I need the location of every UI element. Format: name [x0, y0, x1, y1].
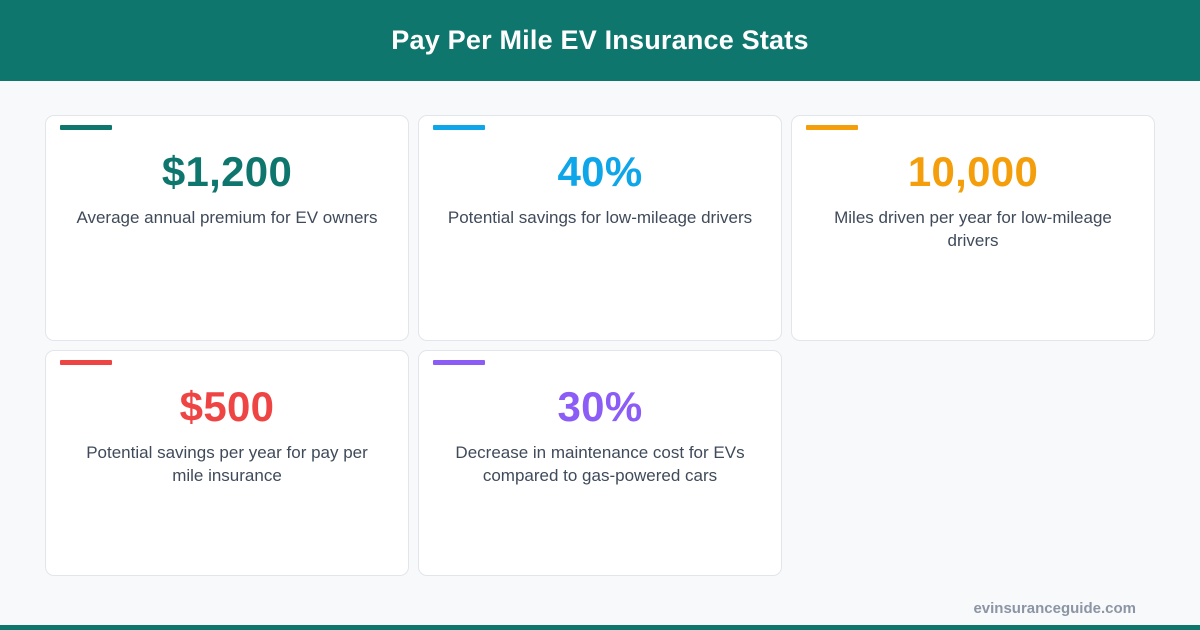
accent-bar — [806, 125, 858, 130]
stat-description: Potential savings for low-mileage driver… — [447, 208, 753, 227]
page-title: Pay Per Mile EV Insurance Stats — [391, 25, 809, 55]
stat-description: Potential savings per year for pay per m… — [86, 443, 368, 485]
accent-bar — [433, 125, 485, 130]
stat-description: Average annual premium for EV owners — [76, 208, 378, 227]
header-banner: Pay Per Mile EV Insurance Stats — [0, 0, 1200, 81]
stat-value: $1,200 — [161, 148, 293, 195]
stat-card-miles-driven: 10,000 Miles driven per year for low-mil… — [791, 115, 1155, 341]
stat-value: 10,000 — [907, 148, 1039, 195]
accent-bar — [60, 125, 112, 130]
stat-value: 30% — [557, 383, 643, 430]
stat-description: Miles driven per year for low-mileage dr… — [834, 208, 1112, 250]
stat-description: Decrease in maintenance cost for EVs com… — [455, 443, 745, 485]
site-url: evinsuranceguide.com — [973, 600, 1136, 617]
stat-card-annual-premium: $1,200 Average annual premium for EV own… — [45, 115, 409, 341]
accent-bar — [433, 360, 485, 365]
accent-bar — [60, 360, 112, 365]
bottom-accent-bar — [0, 625, 1200, 630]
stat-card-yearly-savings: $500 Potential savings per year for pay … — [45, 350, 409, 576]
stat-card-low-mileage-savings: 40% Potential savings for low-mileage dr… — [418, 115, 782, 341]
stats-grid: $1,200 Average annual premium for EV own… — [45, 115, 1155, 576]
stat-value: $500 — [179, 383, 275, 430]
stat-card-maintenance-cost: 30% Decrease in maintenance cost for EVs… — [418, 350, 782, 576]
stat-value: 40% — [557, 148, 643, 195]
